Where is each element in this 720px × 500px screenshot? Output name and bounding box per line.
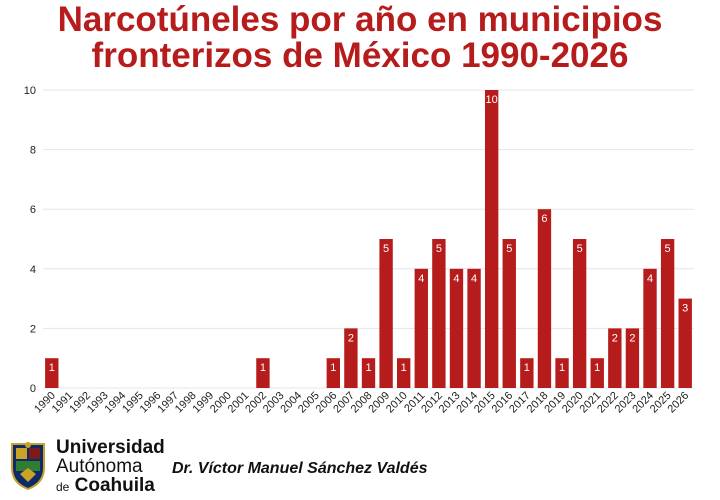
data-label-2012: 5	[436, 243, 442, 255]
university-line-3: de Coahuila	[56, 476, 165, 497]
bar-2016	[502, 239, 516, 388]
data-label-2010: 1	[401, 362, 407, 374]
chart-title-line-1: Narcotúneles por año en municipios	[57, 0, 663, 39]
data-label-2014: 4	[471, 273, 477, 285]
bar-2008	[361, 358, 376, 388]
bar-2007	[344, 328, 358, 388]
data-label-2017: 1	[524, 362, 530, 374]
bar-2014	[467, 268, 481, 388]
bar-2019	[555, 358, 569, 388]
bar-2009	[379, 239, 393, 388]
grid-lines	[43, 89, 694, 389]
university-coahuila: Coahuila	[74, 475, 155, 496]
author-name: Dr. Víctor Manuel Sánchez Valdés	[172, 460, 428, 477]
data-label-2019: 1	[559, 362, 565, 374]
data-label-2026: 3	[682, 303, 688, 315]
y-tick-label: 10	[24, 85, 36, 97]
bar-2026	[678, 298, 692, 388]
chart-title: Narcotúneles por año en municipios front…	[0, 2, 720, 74]
y-axis-ticks: 0 2 4 6 8 10	[24, 85, 36, 395]
bar-2010	[397, 358, 411, 388]
bar-2013	[449, 268, 464, 388]
bar-2017	[520, 358, 534, 388]
data-label-2007: 2	[348, 332, 354, 344]
data-label-2015: 10	[486, 94, 498, 106]
data-label-2009: 5	[383, 243, 389, 255]
data-label-2011: 4	[418, 273, 424, 285]
x-axis-ticks: 1990199119921993199419951996199719981999…	[32, 390, 691, 416]
x-tick-label-2026: 2026	[666, 390, 692, 416]
y-tick-label: 0	[30, 383, 36, 395]
data-label-2023: 2	[629, 332, 635, 344]
data-label-2022: 2	[612, 332, 618, 344]
bar-2012	[432, 239, 446, 388]
chart-title-line-2: fronterizos de México 1990-2026	[91, 36, 629, 75]
data-label-2018: 6	[541, 213, 547, 225]
data-label-2006: 1	[330, 362, 336, 374]
university-line-2: Autónoma	[56, 456, 143, 477]
bar-1990	[45, 358, 59, 388]
bar-2023	[625, 328, 640, 388]
bar-2021	[590, 358, 604, 388]
data-label-2002: 1	[260, 362, 266, 374]
y-tick-label: 2	[30, 323, 36, 335]
data-label-2008: 1	[365, 362, 371, 374]
university-de: de	[56, 480, 70, 494]
university-shield-icon	[11, 442, 45, 490]
data-label-1990: 1	[49, 362, 55, 374]
y-tick-label: 8	[30, 145, 36, 157]
footer: Universidad Autónoma de Coahuila Dr. Víc…	[0, 432, 720, 500]
data-label-2020: 5	[577, 243, 583, 255]
bar-2022	[608, 328, 622, 388]
bar-2025	[660, 239, 675, 388]
data-label-2021: 1	[594, 362, 600, 374]
bar-2002	[256, 358, 270, 388]
bar-2018	[537, 209, 552, 388]
data-label-2013: 4	[453, 273, 459, 285]
bar-2006	[326, 358, 340, 388]
bars	[45, 90, 692, 388]
data-label-2025: 5	[665, 243, 671, 255]
university-line-1: Universidad	[56, 437, 165, 458]
university-name: Universidad Autónoma de Coahuila	[56, 438, 165, 497]
bar-2020	[572, 239, 587, 388]
bar-2015	[484, 90, 499, 388]
data-label-2024: 4	[647, 273, 653, 285]
y-tick-label: 6	[30, 204, 36, 216]
data-label-2016: 5	[506, 243, 512, 255]
bar-2011	[414, 268, 428, 388]
y-tick-label: 4	[30, 264, 36, 276]
bar-2024	[643, 268, 657, 388]
